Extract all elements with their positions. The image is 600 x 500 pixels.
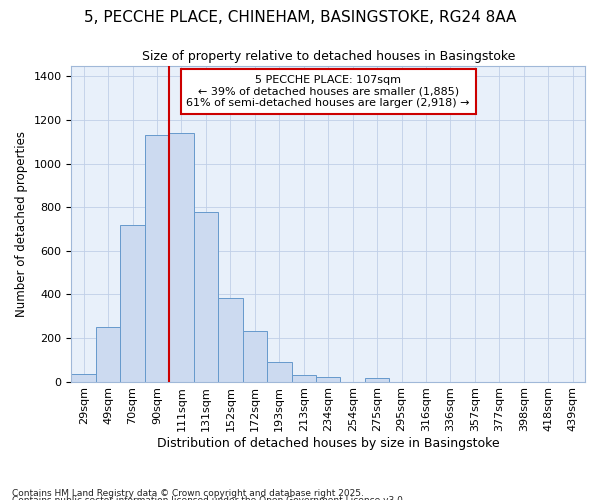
Bar: [169, 133, 194, 382]
Bar: [365, 378, 389, 382]
Text: 5, PECCHE PLACE, CHINEHAM, BASINGSTOKE, RG24 8AA: 5, PECCHE PLACE, CHINEHAM, BASINGSTOKE, …: [84, 10, 516, 25]
Bar: [267, 362, 292, 382]
Y-axis label: Number of detached properties: Number of detached properties: [15, 130, 28, 316]
Text: Contains HM Land Registry data © Crown copyright and database right 2025.: Contains HM Land Registry data © Crown c…: [12, 488, 364, 498]
Bar: [242, 332, 267, 382]
Bar: [194, 212, 218, 382]
Title: Size of property relative to detached houses in Basingstoke: Size of property relative to detached ho…: [142, 50, 515, 63]
Text: Contains public sector information licensed under the Open Government Licence v3: Contains public sector information licen…: [12, 496, 406, 500]
Bar: [316, 377, 340, 382]
Bar: [71, 374, 96, 382]
Bar: [96, 327, 121, 382]
Bar: [292, 375, 316, 382]
Bar: [218, 298, 242, 382]
Bar: [121, 224, 145, 382]
Text: 5 PECCHE PLACE: 107sqm
← 39% of detached houses are smaller (1,885)
61% of semi-: 5 PECCHE PLACE: 107sqm ← 39% of detached…: [187, 75, 470, 108]
Bar: [145, 136, 169, 382]
X-axis label: Distribution of detached houses by size in Basingstoke: Distribution of detached houses by size …: [157, 437, 500, 450]
